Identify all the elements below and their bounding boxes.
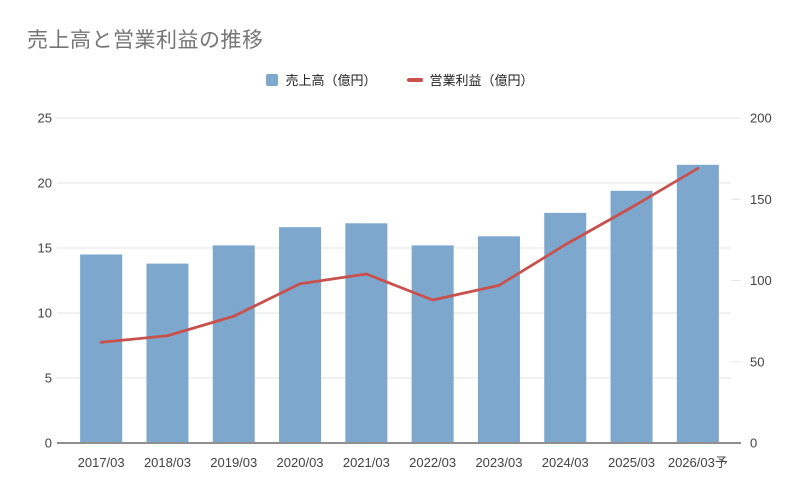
legend-label-sales: 売上高（億円） — [285, 73, 377, 88]
bar-2018/03 — [146, 263, 189, 443]
x-axis-label: 2022/03 — [409, 455, 456, 470]
right-axis-tick-label: 50 — [750, 354, 764, 369]
left-axis-tick-label: 15 — [38, 241, 52, 256]
left-axis-tick-label: 20 — [38, 176, 52, 191]
x-axis-label: 2020/03 — [277, 455, 324, 470]
operating-profit-line — [99, 167, 700, 344]
x-axis-label: 2026/03予 — [668, 455, 728, 470]
x-axis-label: 2019/03 — [210, 455, 257, 470]
left-axis-tick-label: 5 — [45, 371, 52, 386]
bar-2019/03 — [212, 245, 255, 443]
x-axis-label: 2023/03 — [475, 455, 522, 470]
chart-title: 売上高と営業利益の推移 — [27, 29, 264, 52]
right-axis-tick-label: 150 — [750, 192, 772, 207]
right-axis-tick-label: 100 — [750, 273, 772, 288]
left-axis-tick-label: 25 — [38, 111, 52, 126]
bar-2017/03 — [80, 254, 123, 443]
right-axis-tick-label: 0 — [750, 436, 757, 451]
line-series-swatch-icon — [406, 77, 423, 82]
x-axis-label: 2024/03 — [542, 455, 589, 470]
bar-2021/03 — [345, 223, 388, 443]
bar-2025/03 — [610, 190, 653, 443]
legend-item-operating-profit: 営業利益（億円） — [406, 70, 534, 89]
bar-2023/03 — [477, 236, 520, 443]
bar-2022/03 — [411, 245, 454, 443]
bar-2026/03予 — [676, 164, 719, 444]
x-axis-label: 2021/03 — [343, 455, 390, 470]
legend-label-operating-profit: 営業利益（億円） — [429, 73, 534, 88]
plot-area: 0 5 10 15 20 25 0 50 100 150 200 2017/03 2018/03 2019… — [38, 111, 772, 471]
bar-series-swatch-icon — [266, 73, 279, 86]
x-axis-label: 2018/03 — [144, 455, 191, 470]
legend-item-sales: 売上高（億円） — [266, 70, 377, 89]
right-axis-tick-label: 200 — [750, 111, 772, 126]
bar-2024/03 — [544, 212, 587, 443]
bar-2020/03 — [279, 227, 322, 443]
left-axis-tick-label: 10 — [38, 306, 52, 321]
chart-legend: 売上高（億円） 営業利益（億円） — [0, 70, 800, 89]
x-axis-label: 2025/03 — [608, 455, 655, 470]
x-axis-label: 2017/03 — [78, 455, 125, 470]
left-axis-tick-label: 0 — [45, 436, 52, 451]
